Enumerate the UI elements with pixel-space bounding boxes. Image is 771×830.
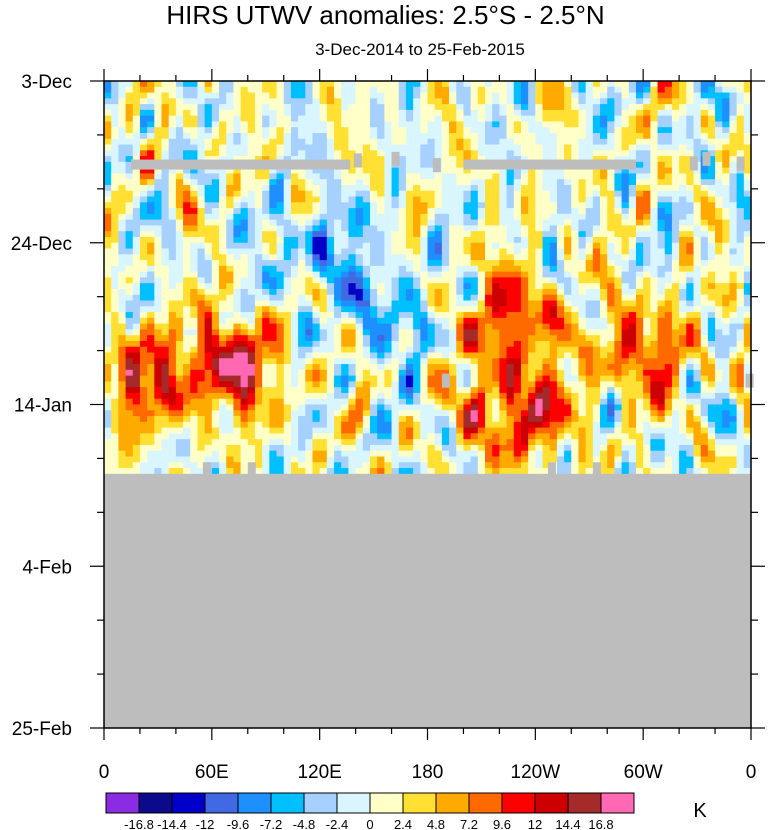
colorbar-label: 14.4 — [555, 817, 580, 830]
colorbar-swatch — [237, 792, 272, 814]
colorbar-label: 4.8 — [427, 817, 445, 830]
colorbar-swatch — [171, 792, 206, 814]
y-tick-label: 4-Feb — [22, 557, 72, 578]
colorbar-swatch — [138, 792, 173, 814]
colorbar-label: 12 — [528, 817, 542, 830]
colorbar-label: 2.4 — [394, 817, 412, 830]
x-axis-labels: 0 60E 120E 180 120W 60W 0 — [99, 762, 757, 783]
colorbar-label: 16.8 — [588, 817, 613, 830]
x-tick-label: 60W — [624, 762, 663, 783]
colorbar-swatch — [468, 792, 503, 814]
x-tick-label: 0 — [99, 762, 110, 783]
y-tick-label: 25-Feb — [12, 719, 72, 740]
x-tick-label: 120E — [297, 762, 341, 783]
colorbar-label: 7.2 — [460, 817, 478, 830]
colorbar-label: -9.6 — [227, 817, 249, 830]
colorbar-label: -2.4 — [326, 817, 348, 830]
colorbar-swatch — [600, 792, 635, 814]
colorbar-label: -14.4 — [157, 817, 187, 830]
colorbar-swatch — [303, 792, 338, 814]
y-tick-label: 3-Dec — [21, 72, 72, 93]
y-axis-labels: 3-Dec 24-Dec 14-Jan 4-Feb 25-Feb — [11, 72, 72, 740]
missing-data-region — [104, 473, 751, 728]
colorbar-swatch — [270, 792, 305, 814]
chart-title: HIRS UTWV anomalies: 2.5°S - 2.5°N — [166, 0, 605, 30]
colorbar: -16.8 -14.4 -12 -9.6 -7.2 -4.8 -2.4 0 2.4 4.8 7.2 9… — [105, 792, 635, 830]
colorbar-swatch — [534, 792, 569, 814]
colorbar-swatch — [435, 792, 470, 814]
x-tick-label: 60E — [195, 762, 229, 783]
colorbar-unit: K — [693, 800, 707, 822]
colorbar-swatch — [204, 792, 239, 814]
colorbar-swatch — [402, 792, 437, 814]
colorbar-swatch — [336, 792, 371, 814]
colorbar-label: 9.6 — [493, 817, 511, 830]
y-tick-label: 24-Dec — [11, 234, 72, 255]
missing-data-gaps — [130, 151, 754, 477]
y-tick-label: 14-Jan — [14, 396, 72, 417]
colorbar-swatch — [369, 792, 404, 814]
x-tick-label: 180 — [412, 762, 444, 783]
chart-subtitle: 3-Dec-2014 to 25-Feb-2015 — [315, 40, 525, 59]
colorbar-label: -7.2 — [260, 817, 282, 830]
colorbar-label: -4.8 — [293, 817, 315, 830]
colorbar-label: -12 — [196, 817, 215, 830]
colorbar-swatch — [501, 792, 536, 814]
colorbar-swatch — [567, 792, 602, 814]
colorbar-swatch — [105, 792, 140, 814]
x-tick-label: 0 — [746, 762, 757, 783]
colorbar-label: 0 — [366, 817, 373, 830]
x-tick-label: 120W — [511, 762, 561, 783]
colorbar-label: -16.8 — [124, 817, 154, 830]
axis-ticks — [90, 69, 765, 740]
heatmap-field — [104, 81, 751, 475]
